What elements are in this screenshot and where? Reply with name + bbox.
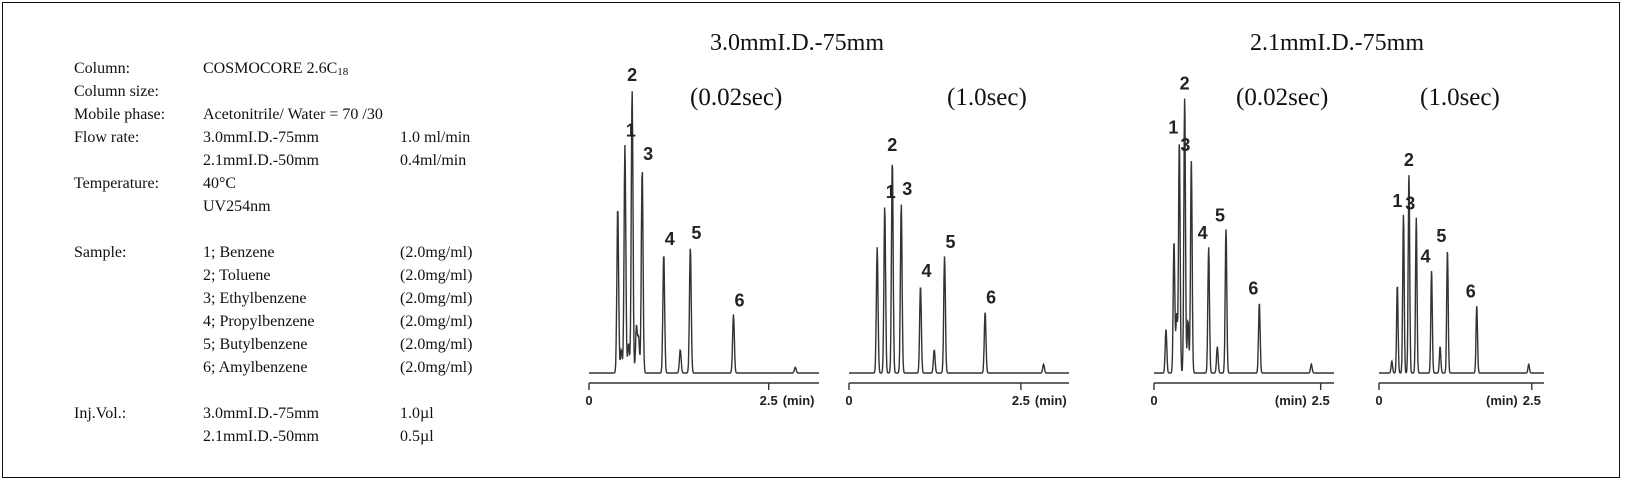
sample-concentration: (2.0mg/ml) [400,290,473,307]
chromatogram-3mm-002sec: 1 2 3 4 5 6 0 2.5 (min) [585,65,819,408]
inj-vol-column: 2.1mmI.D.-50mm [203,428,319,445]
peak-label: 2 [887,135,897,155]
mobile-phase-label: Mobile phase: [74,106,166,123]
peak-label: 3 [1405,194,1415,214]
sample-name: 1; Benzene [203,244,275,261]
peak-label: 5 [946,232,956,252]
sample-name: 6; Amylbenzene [203,359,308,376]
x-axis-unit: (min) [1035,393,1067,408]
detection-value: UV254nm [203,198,271,215]
chromatogram-trace [589,91,819,374]
x-tick-label: 0 [845,393,852,408]
chart-subtitle: (0.02sec) [1236,84,1329,111]
sample-concentration: (2.0mg/ml) [400,244,473,261]
sample-name: 3; Ethylbenzene [203,290,307,307]
peak-label: 3 [1180,135,1190,155]
peak-label: 5 [1215,205,1225,225]
chart-subtitle: (1.0sec) [1420,84,1500,111]
x-tick-label: 0 [585,393,592,408]
mobile-phase-value: Acetonitrile/ Water = 70 /30 [203,106,383,123]
temperature-label: Temperature: [74,175,160,192]
sample-name: 4; Propylbenzene [203,313,315,330]
sample-concentration: (2.0mg/ml) [400,336,473,353]
sample-name: 5; Butylbenzene [203,336,308,353]
column-value-subscript: 18 [337,66,349,78]
peak-label: 2 [1404,150,1414,170]
peak-label: 1 [886,182,896,202]
column-value: COSMOCORE 2.6C18 [203,60,349,78]
peak-label: 6 [986,287,996,307]
flow-rate-value: 0.4ml/min [400,152,467,169]
figure-frame [2,2,1620,478]
peak-label: 6 [1248,279,1258,299]
sample-concentration: (2.0mg/ml) [400,359,473,376]
x-tick-label: 2.5 [1012,393,1030,408]
chromatogram-21mm-002sec: 1 2 3 45 6 0 (min) 2.5 [1150,74,1334,408]
chromatogram-trace [1154,98,1334,374]
peak-label: 3 [643,144,653,164]
group-header-right: 2.1mmI.D.-75mm [1250,30,1424,56]
peak-label: 6 [1466,282,1476,302]
chart-subtitle: (1.0sec) [947,84,1027,111]
sample-concentration: (2.0mg/ml) [400,267,473,284]
chromatogram-trace [849,164,1069,374]
x-tick-label: 2.5 [760,393,778,408]
peak-label: 1 [1168,118,1178,138]
x-tick-label: 2.5 [1312,393,1330,408]
peak-label: 2 [627,65,637,85]
chromatogram-3mm-1sec: 1 2 3 45 6 0 2.5 (min) [845,135,1069,408]
chromatogram-trace [1379,175,1544,374]
peak-label: 5 [1436,226,1446,246]
inj-vol-value: 1.0µl [400,405,434,422]
sample-label: Sample: [74,244,127,261]
peak-label: 3 [902,179,912,199]
peak-label: 4 [665,229,675,249]
peak-label: 2 [1180,74,1190,94]
column-size-label: Column size: [74,83,159,100]
flow-rate-column: 3.0mmI.D.-75mm [203,129,319,146]
sample-name: 2; Toluene [203,267,271,284]
x-axis-unit: (min) [1486,393,1518,408]
column-label: Column: [74,60,131,77]
flow-rate-column: 2.1mmI.D.-50mm [203,152,319,169]
peak-label: 4 [921,261,931,281]
sample-concentration: (2.0mg/ml) [400,313,473,330]
group-header-left: 3.0mmI.D.-75mm [710,30,884,56]
flow-rate-value: 1.0 ml/min [400,129,471,146]
temperature-value: 40°C [203,175,237,192]
peak-label: 4 [1198,223,1208,243]
inj-vol-value: 0.5µl [400,428,434,445]
x-axis-unit: (min) [783,393,815,408]
inj-vol-label: Inj.Vol.: [74,405,127,422]
peak-label: 5 [691,223,701,243]
chart-subtitle: (0.02sec) [690,84,783,111]
peak-label: 4 [1421,246,1431,266]
x-axis-unit: (min) [1275,393,1307,408]
x-tick-label: 0 [1150,393,1157,408]
peak-label: 1 [626,120,636,140]
x-tick-label: 2.5 [1523,393,1541,408]
inj-vol-column: 3.0mmI.D.-75mm [203,405,319,422]
peak-label: 1 [1392,191,1402,211]
x-tick-label: 0 [1375,393,1382,408]
flow-rate-label: Flow rate: [74,129,140,146]
peak-label: 6 [734,290,744,310]
chromatogram-21mm-1sec: 1 2 3 45 6 0 (min) 2.5 [1375,150,1544,408]
